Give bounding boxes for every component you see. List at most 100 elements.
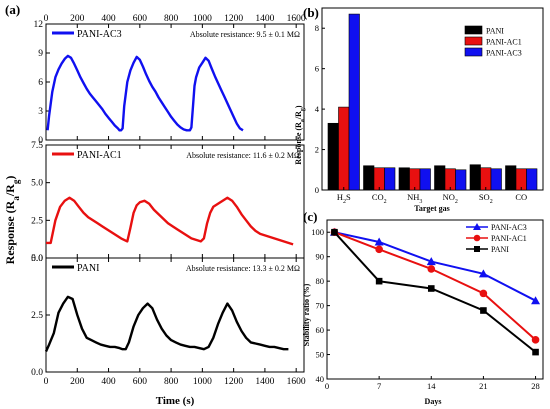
bar-pani-ac3-5 xyxy=(526,168,538,191)
panel-c-ytick-label: 50 xyxy=(316,350,325,360)
panel-b-ytick-label: 2 xyxy=(315,145,319,155)
legend-label-pani: PANI xyxy=(486,27,504,36)
panel-c-ytick-label: 70 xyxy=(316,301,325,311)
legend-swatch-pani-ac1 xyxy=(464,36,483,46)
panel-c-xtick-label: 7 xyxy=(377,381,381,391)
panel-b-xtick-label: CO2 xyxy=(372,192,387,205)
bar-pani-3 xyxy=(434,165,446,191)
bar-pani-ac1-4 xyxy=(480,167,492,191)
legend-label-pani-ac1: PANI-AC1 xyxy=(486,38,522,47)
panel-c-ytick-label: 60 xyxy=(316,325,325,335)
panel-c: (c) Stability ratio (%) Days 40506070809… xyxy=(302,209,544,406)
xtick-label-top: 200 xyxy=(70,14,85,24)
panel-b-xtick-label: NH3 xyxy=(407,192,422,205)
bar-pani-ac3-0 xyxy=(348,13,360,191)
bar-pani-ac3-4 xyxy=(490,168,502,191)
ytick-label-pani-ac1: 0.0 xyxy=(31,254,43,264)
panel-a-subplot-pani-ac3: 0 3 6 9 12 PANI-AC3 Absolute resistance: 9.5 ±… xyxy=(34,20,305,146)
point-pani xyxy=(331,228,338,236)
bar-pani-ac1-0 xyxy=(338,106,350,191)
ytick-label-pani-ac1: 7.5 xyxy=(31,141,43,151)
panel-b-frame xyxy=(321,7,544,191)
panel-a-subplot-pani-ac1: 0.0 2.5 5.0 7.5 PANI-AC1 Absolute resistance:… xyxy=(31,141,305,264)
panel-a-xlabel: Time (s) xyxy=(156,395,195,407)
bar-pani-1 xyxy=(363,165,375,191)
panel-b-ytick-label: 4 xyxy=(315,104,320,114)
panel-c-xtick-label: 14 xyxy=(427,381,436,391)
panel-b-xlabel: Target gas xyxy=(414,204,449,213)
xtick-label-top: 1000 xyxy=(193,14,212,24)
ytick-label-pani-ac3: 6 xyxy=(38,78,43,88)
bar-pani-ac1-3 xyxy=(444,168,456,191)
series-label-pani: PANI xyxy=(77,263,99,274)
xtick-label-top: 800 xyxy=(164,14,179,24)
subplot-frame-pani xyxy=(45,257,305,373)
panel-c-xtick-label: 0 xyxy=(325,381,329,391)
bar-pani-ac3-1 xyxy=(384,167,396,191)
xtick-label-bottom: 1000 xyxy=(193,377,212,387)
xtick-label-top: 1400 xyxy=(255,14,274,24)
xtick-label-bottom: 1200 xyxy=(224,377,243,387)
xtick-label-top: 0 xyxy=(44,14,49,24)
series-line-pani-ac1 xyxy=(46,196,294,246)
point-pani-ac1 xyxy=(531,336,540,344)
bar-pani-ac1-1 xyxy=(373,167,385,191)
ytick-label-pani: 0.0 xyxy=(31,368,43,378)
xtick-label-bottom: 200 xyxy=(70,377,85,387)
xtick-label-top: 400 xyxy=(101,14,116,24)
panel-c-ylabel: Stability ratio (%) xyxy=(302,283,311,346)
point-pani-ac3 xyxy=(531,296,541,305)
xtick-label-bottom: 400 xyxy=(101,377,116,387)
panel-c-xtick-label: 21 xyxy=(479,381,488,391)
ytick-label-pani-ac3: 12 xyxy=(34,20,44,30)
point-pani xyxy=(532,348,539,356)
point-pani-ac1 xyxy=(479,289,488,298)
panel-b-ylabel: Response (Ra/Rg) xyxy=(294,105,306,164)
panel-c-xtick-label: 28 xyxy=(531,381,540,391)
xtick-label-top: 1200 xyxy=(224,14,243,24)
legend-swatch-pani xyxy=(464,25,483,35)
ytick-label-pani-ac1: 5.0 xyxy=(31,179,43,189)
point-pani xyxy=(480,307,487,314)
ytick-label-pani: 2.5 xyxy=(31,311,43,321)
panel-c-ytick-label: 100 xyxy=(311,227,324,237)
series-line-pani-ac3 xyxy=(46,54,244,132)
point-pani-ac3 xyxy=(478,269,488,278)
point-pani-ac1 xyxy=(427,265,436,273)
xtick-label-bottom: 1400 xyxy=(255,377,274,387)
bar-pani-ac3-2 xyxy=(419,168,431,191)
panel-b-xtick-label: H2S xyxy=(337,192,351,205)
xtick-label-bottom: 800 xyxy=(164,377,179,387)
xtick-label-top: 1600 xyxy=(287,14,306,24)
panel-b-xtick-label: SO2 xyxy=(479,192,493,205)
xtick-label-top: 600 xyxy=(133,14,148,24)
legend-swatch-pani-ac3 xyxy=(464,47,483,57)
legend-label-pani-ac3: PANI-AC3 xyxy=(486,49,522,58)
xtick-label-bottom: 1600 xyxy=(287,377,306,387)
panel-b-ytick-label: 6 xyxy=(315,64,319,74)
panel-c-ytick-label: 80 xyxy=(316,276,325,286)
panel-c-plot: 40 50 60 70 80 90 100 0 7 14 21 28 PANI-AC3 PANI-AC1 P… xyxy=(311,219,544,391)
bar-pani-5 xyxy=(505,165,517,191)
panel-a: (a) Response (Ra/Rg) Time (s) 0 3 6 9 12 PANI… xyxy=(3,2,306,407)
legend-marker-pani-ac3 xyxy=(473,223,481,230)
panel-b-xtick-label: CO xyxy=(515,192,527,202)
panel-b-xtick-label: NO2 xyxy=(443,192,458,205)
bar-pani-4 xyxy=(469,164,481,191)
legend-marker-pani-ac1 xyxy=(473,234,481,242)
panel-b: (b) Response (Ra/Rg) Target gas 0 2 4 6 8 H2S… xyxy=(294,5,544,213)
bar-pani-0 xyxy=(327,122,339,191)
panel-a-label: (a) xyxy=(5,2,20,17)
annotation-pani-ac1: Absolute resistance: 11.6 ± 0.2 MΩ xyxy=(186,151,300,160)
legend-label-pani-ac1: PANI-AC1 xyxy=(491,234,527,243)
panel-c-ytick-label: 90 xyxy=(316,252,325,262)
ytick-label-pani-ac3: 3 xyxy=(38,107,43,117)
bar-pani-ac1-2 xyxy=(409,168,421,191)
point-pani xyxy=(375,277,383,285)
ytick-label-pani: 5.0 xyxy=(31,254,43,264)
xtick-label-bottom: 0 xyxy=(44,377,49,387)
bar-pani-ac3-3 xyxy=(455,169,467,191)
panel-a-ylabel: Response (Ra/Rg) xyxy=(3,176,21,265)
panel-c-label: (c) xyxy=(303,209,317,224)
